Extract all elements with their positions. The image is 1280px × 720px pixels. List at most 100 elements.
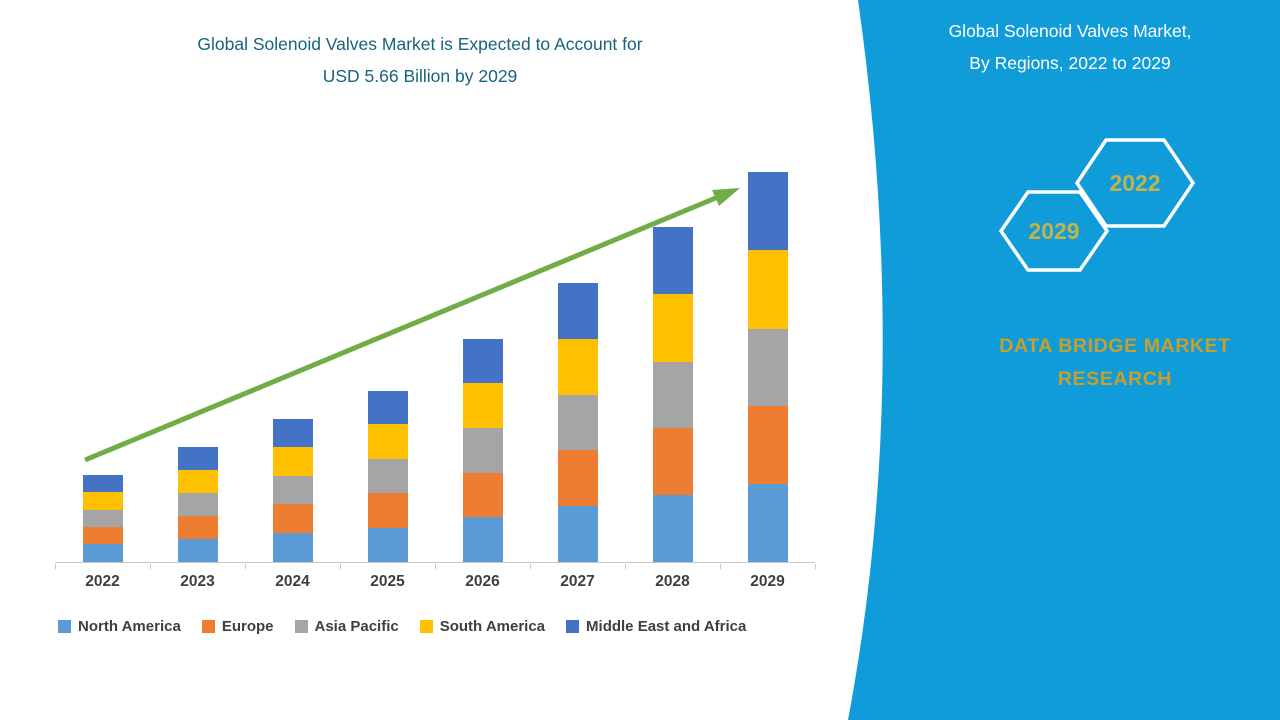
- bar-segment: [177, 469, 218, 494]
- axis-tick: [530, 564, 531, 569]
- axis-tick: [55, 564, 56, 569]
- chart-title: Global Solenoid Valves Market is Expecte…: [60, 28, 780, 93]
- stacked-bar-2025: [367, 390, 408, 562]
- legend-label: North America: [78, 618, 181, 635]
- axis-tick: [435, 564, 436, 569]
- legend-swatch: [419, 620, 433, 633]
- bar-segment: [367, 458, 408, 494]
- bar-segment: [652, 495, 693, 562]
- stacked-bar-2022: [82, 474, 123, 562]
- bar-segment: [272, 476, 313, 505]
- bar-segment: [652, 428, 693, 496]
- bar-segment: [462, 383, 503, 428]
- bar-segment: [272, 447, 313, 477]
- bar-segment: [272, 504, 313, 534]
- x-axis-label-2025: 2025: [370, 573, 405, 590]
- bar-slot-2027: [530, 150, 625, 562]
- stacked-bar-2028: [652, 227, 693, 562]
- legend-item: North America: [58, 618, 181, 635]
- bar-segment: [82, 544, 123, 562]
- bar-segment: [557, 338, 598, 395]
- bar-segment: [272, 418, 313, 448]
- bar-slot-2025: [340, 150, 435, 562]
- bar-segment: [747, 406, 788, 485]
- axis-tick: [625, 564, 626, 569]
- x-axis-label-2024: 2024: [275, 573, 310, 590]
- hexagon-2022: [1074, 138, 1196, 228]
- legend-swatch: [58, 620, 71, 633]
- bar-segment: [367, 390, 408, 425]
- hexagon-2029-label: 2029: [1028, 218, 1079, 244]
- bar-slot-2022: [55, 150, 150, 562]
- x-axis-label-2027: 2027: [560, 573, 595, 590]
- legend-swatch: [566, 620, 580, 633]
- blue-panel-shape: [848, 0, 1280, 720]
- brand-line2: RESEARCH: [1057, 368, 1173, 391]
- axis-ticks: [55, 563, 816, 569]
- bar-slot-2028: [625, 150, 720, 562]
- brand-text: DATA BRIDGE MARKET RESEARCH: [955, 330, 1275, 396]
- bar-segment: [177, 447, 218, 470]
- bar-segment: [652, 227, 693, 295]
- x-axis-label-2028: 2028: [655, 573, 690, 590]
- axis-tick: [815, 564, 816, 569]
- hexagon-2022-label: 2022: [1109, 170, 1160, 196]
- bar-segment: [462, 472, 503, 518]
- axis-tick: [245, 564, 246, 569]
- year-hexagons: 2029 2022: [998, 138, 1196, 272]
- x-axis-label-2022: 2022: [85, 573, 120, 590]
- panel-title: Global Solenoid Valves Market, By Region…: [900, 16, 1240, 79]
- bar-segment: [82, 509, 123, 527]
- x-axis-label-2023: 2023: [180, 573, 215, 590]
- legend-swatch: [201, 620, 215, 633]
- chart-title-line2: USD 5.66 Billion by 2029: [322, 66, 518, 87]
- chart-title-line1: Global Solenoid Valves Market is Expecte…: [197, 34, 643, 54]
- bar-slot-2023: [150, 150, 245, 562]
- plot-area: [55, 150, 815, 563]
- bar-segment: [557, 450, 598, 507]
- bar-segment: [177, 538, 218, 562]
- x-axis-labels: 2022 2023 2024 2025 2026 2027 2028 2029: [55, 573, 815, 591]
- bar-segment: [367, 527, 408, 562]
- x-axis-label-2029: 2029: [750, 573, 785, 590]
- bar-segment: [652, 361, 693, 429]
- hexagon-2029: [998, 190, 1110, 272]
- stacked-bar-chart: [55, 150, 816, 569]
- bar-segment: [367, 424, 408, 459]
- bar-segment: [82, 474, 123, 492]
- legend-item: Asia Pacific: [294, 618, 399, 635]
- axis-tick: [720, 564, 721, 569]
- bar-segment: [557, 506, 598, 562]
- bar-segment: [747, 172, 788, 251]
- axis-tick: [150, 564, 151, 569]
- legend-label: South America: [439, 618, 546, 635]
- legend-label: Middle East and Africa: [586, 618, 747, 635]
- bar-segment: [462, 338, 503, 384]
- legend-item: South America: [419, 618, 546, 635]
- bar-slot-2026: [435, 150, 530, 562]
- panel-title-line1: Global Solenoid Valves Market,: [948, 21, 1192, 41]
- axis-tick: [340, 564, 341, 569]
- bar-segment: [747, 250, 788, 329]
- stacked-bar-2027: [557, 283, 598, 562]
- bar-segment: [462, 427, 503, 473]
- bar-segment: [177, 515, 218, 539]
- bar-segment: [82, 491, 123, 510]
- legend-label: Asia Pacific: [314, 618, 399, 635]
- brand-line1: DATA BRIDGE MARKET: [999, 335, 1231, 357]
- bar-segment: [177, 493, 218, 516]
- x-axis-label-2026: 2026: [465, 573, 500, 590]
- panel-title-line2: By Regions, 2022 to 2029: [969, 52, 1171, 73]
- stacked-bar-2029: [747, 172, 788, 562]
- legend-label: Europe: [221, 618, 274, 635]
- bar-segment: [747, 328, 788, 407]
- bar-segment: [367, 493, 408, 528]
- bar-slot-2024: [245, 150, 340, 562]
- bar-segment: [272, 533, 313, 562]
- stacked-bar-2023: [177, 447, 218, 562]
- bar-segment: [652, 294, 693, 362]
- bar-segment: [82, 526, 123, 545]
- stacked-bar-2026: [462, 338, 503, 562]
